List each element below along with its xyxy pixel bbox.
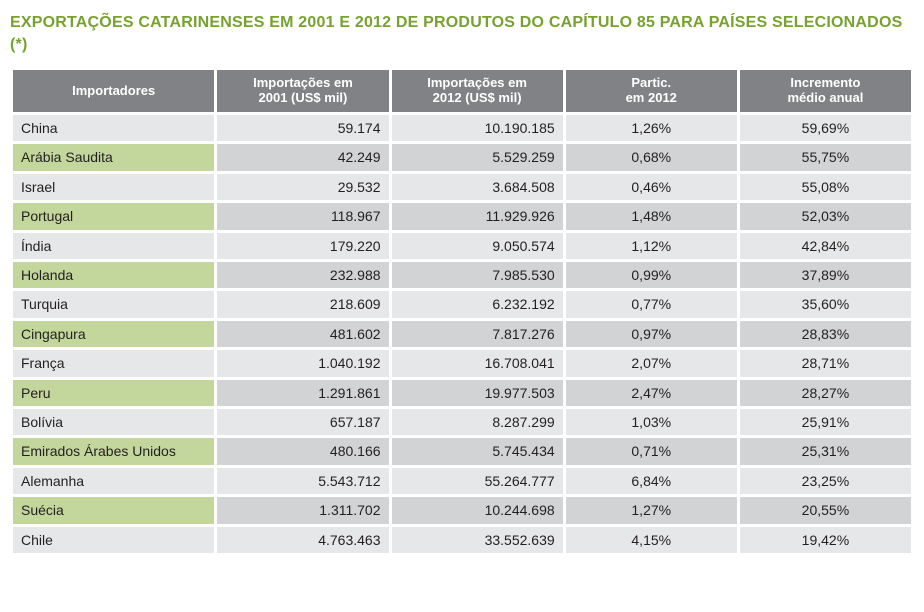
cell-imp2001: 4.763.463 bbox=[217, 527, 388, 553]
col-header-partic: Partic.em 2012 bbox=[566, 70, 737, 112]
table-header-row: Importadores Importações em2001 (US$ mil… bbox=[13, 70, 911, 112]
cell-country: Índia bbox=[13, 233, 214, 259]
cell-imp2012: 11.929.926 bbox=[392, 203, 563, 229]
cell-imp2001: 179.220 bbox=[217, 233, 388, 259]
col-header-imp2001: Importações em2001 (US$ mil) bbox=[217, 70, 388, 112]
table-row: Cingapura481.6027.817.2760,97%28,83% bbox=[13, 321, 911, 347]
cell-imp2012: 19.977.503 bbox=[392, 380, 563, 406]
cell-country: Israel bbox=[13, 174, 214, 200]
cell-incr: 55,75% bbox=[740, 144, 911, 170]
cell-partic: 1,12% bbox=[566, 233, 737, 259]
table-row: Israel29.5323.684.5080,46%55,08% bbox=[13, 174, 911, 200]
cell-incr: 42,84% bbox=[740, 233, 911, 259]
cell-country: Emirados Árabes Unidos bbox=[13, 438, 214, 464]
cell-imp2001: 29.532 bbox=[217, 174, 388, 200]
cell-partic: 0,99% bbox=[566, 262, 737, 288]
cell-partic: 2,47% bbox=[566, 380, 737, 406]
cell-partic: 0,71% bbox=[566, 438, 737, 464]
cell-incr: 28,27% bbox=[740, 380, 911, 406]
cell-country: França bbox=[13, 350, 214, 376]
cell-imp2001: 59.174 bbox=[217, 115, 388, 141]
cell-country: China bbox=[13, 115, 214, 141]
cell-country: Bolívia bbox=[13, 409, 214, 435]
cell-partic: 2,07% bbox=[566, 350, 737, 376]
cell-partic: 0,97% bbox=[566, 321, 737, 347]
cell-incr: 25,91% bbox=[740, 409, 911, 435]
cell-partic: 1,26% bbox=[566, 115, 737, 141]
cell-imp2012: 7.985.530 bbox=[392, 262, 563, 288]
cell-incr: 37,89% bbox=[740, 262, 911, 288]
cell-partic: 6,84% bbox=[566, 468, 737, 494]
cell-imp2001: 118.967 bbox=[217, 203, 388, 229]
cell-partic: 4,15% bbox=[566, 527, 737, 553]
cell-incr: 28,83% bbox=[740, 321, 911, 347]
cell-imp2012: 5.529.259 bbox=[392, 144, 563, 170]
table-row: Suécia1.311.70210.244.6981,27%20,55% bbox=[13, 497, 911, 523]
cell-imp2012: 10.244.698 bbox=[392, 497, 563, 523]
table-row: Alemanha5.543.71255.264.7776,84%23,25% bbox=[13, 468, 911, 494]
cell-partic: 0,68% bbox=[566, 144, 737, 170]
cell-country: Turquia bbox=[13, 291, 214, 317]
cell-imp2012: 6.232.192 bbox=[392, 291, 563, 317]
cell-partic: 0,77% bbox=[566, 291, 737, 317]
cell-partic: 1,03% bbox=[566, 409, 737, 435]
cell-imp2001: 1.040.192 bbox=[217, 350, 388, 376]
cell-incr: 19,42% bbox=[740, 527, 911, 553]
cell-imp2012: 3.684.508 bbox=[392, 174, 563, 200]
table-row: China59.17410.190.1851,26%59,69% bbox=[13, 115, 911, 141]
cell-imp2001: 1.311.702 bbox=[217, 497, 388, 523]
table-row: Holanda232.9887.985.5300,99%37,89% bbox=[13, 262, 911, 288]
cell-partic: 1,48% bbox=[566, 203, 737, 229]
cell-incr: 35,60% bbox=[740, 291, 911, 317]
cell-incr: 55,08% bbox=[740, 174, 911, 200]
table-row: Chile4.763.46333.552.6394,15%19,42% bbox=[13, 527, 911, 553]
cell-imp2012: 9.050.574 bbox=[392, 233, 563, 259]
col-header-importers: Importadores bbox=[13, 70, 214, 112]
cell-imp2001: 657.187 bbox=[217, 409, 388, 435]
cell-incr: 25,31% bbox=[740, 438, 911, 464]
cell-country: Cingapura bbox=[13, 321, 214, 347]
cell-imp2001: 232.988 bbox=[217, 262, 388, 288]
table-row: Turquia218.6096.232.1920,77%35,60% bbox=[13, 291, 911, 317]
cell-country: Chile bbox=[13, 527, 214, 553]
cell-imp2012: 7.817.276 bbox=[392, 321, 563, 347]
cell-country: Suécia bbox=[13, 497, 214, 523]
cell-country: Portugal bbox=[13, 203, 214, 229]
page-title: EXPORTAÇÕES CATARINENSES EM 2001 E 2012 … bbox=[10, 12, 914, 55]
cell-incr: 52,03% bbox=[740, 203, 911, 229]
cell-imp2012: 8.287.299 bbox=[392, 409, 563, 435]
col-header-imp2012: Importações em2012 (US$ mil) bbox=[392, 70, 563, 112]
table-row: Portugal118.96711.929.9261,48%52,03% bbox=[13, 203, 911, 229]
cell-imp2012: 5.745.434 bbox=[392, 438, 563, 464]
cell-imp2001: 218.609 bbox=[217, 291, 388, 317]
cell-partic: 0,46% bbox=[566, 174, 737, 200]
cell-incr: 59,69% bbox=[740, 115, 911, 141]
cell-country: Arábia Saudita bbox=[13, 144, 214, 170]
exports-table: Importadores Importações em2001 (US$ mil… bbox=[10, 67, 914, 556]
cell-country: Peru bbox=[13, 380, 214, 406]
cell-imp2001: 1.291.861 bbox=[217, 380, 388, 406]
cell-imp2001: 5.543.712 bbox=[217, 468, 388, 494]
cell-country: Alemanha bbox=[13, 468, 214, 494]
table-row: Emirados Árabes Unidos480.1665.745.4340,… bbox=[13, 438, 911, 464]
cell-incr: 28,71% bbox=[740, 350, 911, 376]
cell-partic: 1,27% bbox=[566, 497, 737, 523]
table-row: Peru1.291.86119.977.5032,47%28,27% bbox=[13, 380, 911, 406]
cell-country: Holanda bbox=[13, 262, 214, 288]
cell-imp2012: 16.708.041 bbox=[392, 350, 563, 376]
cell-imp2001: 42.249 bbox=[217, 144, 388, 170]
table-body: China59.17410.190.1851,26%59,69% Arábia S… bbox=[13, 115, 911, 553]
col-header-incr: Incrementomédio anual bbox=[740, 70, 911, 112]
cell-imp2012: 10.190.185 bbox=[392, 115, 563, 141]
cell-imp2001: 480.166 bbox=[217, 438, 388, 464]
table-row: Índia179.2209.050.5741,12%42,84% bbox=[13, 233, 911, 259]
cell-incr: 20,55% bbox=[740, 497, 911, 523]
table-row: Bolívia657.1878.287.2991,03%25,91% bbox=[13, 409, 911, 435]
cell-imp2012: 33.552.639 bbox=[392, 527, 563, 553]
cell-incr: 23,25% bbox=[740, 468, 911, 494]
cell-imp2001: 481.602 bbox=[217, 321, 388, 347]
cell-imp2012: 55.264.777 bbox=[392, 468, 563, 494]
table-row: Arábia Saudita42.2495.529.2590,68%55,75% bbox=[13, 144, 911, 170]
table-row: França1.040.19216.708.0412,07%28,71% bbox=[13, 350, 911, 376]
